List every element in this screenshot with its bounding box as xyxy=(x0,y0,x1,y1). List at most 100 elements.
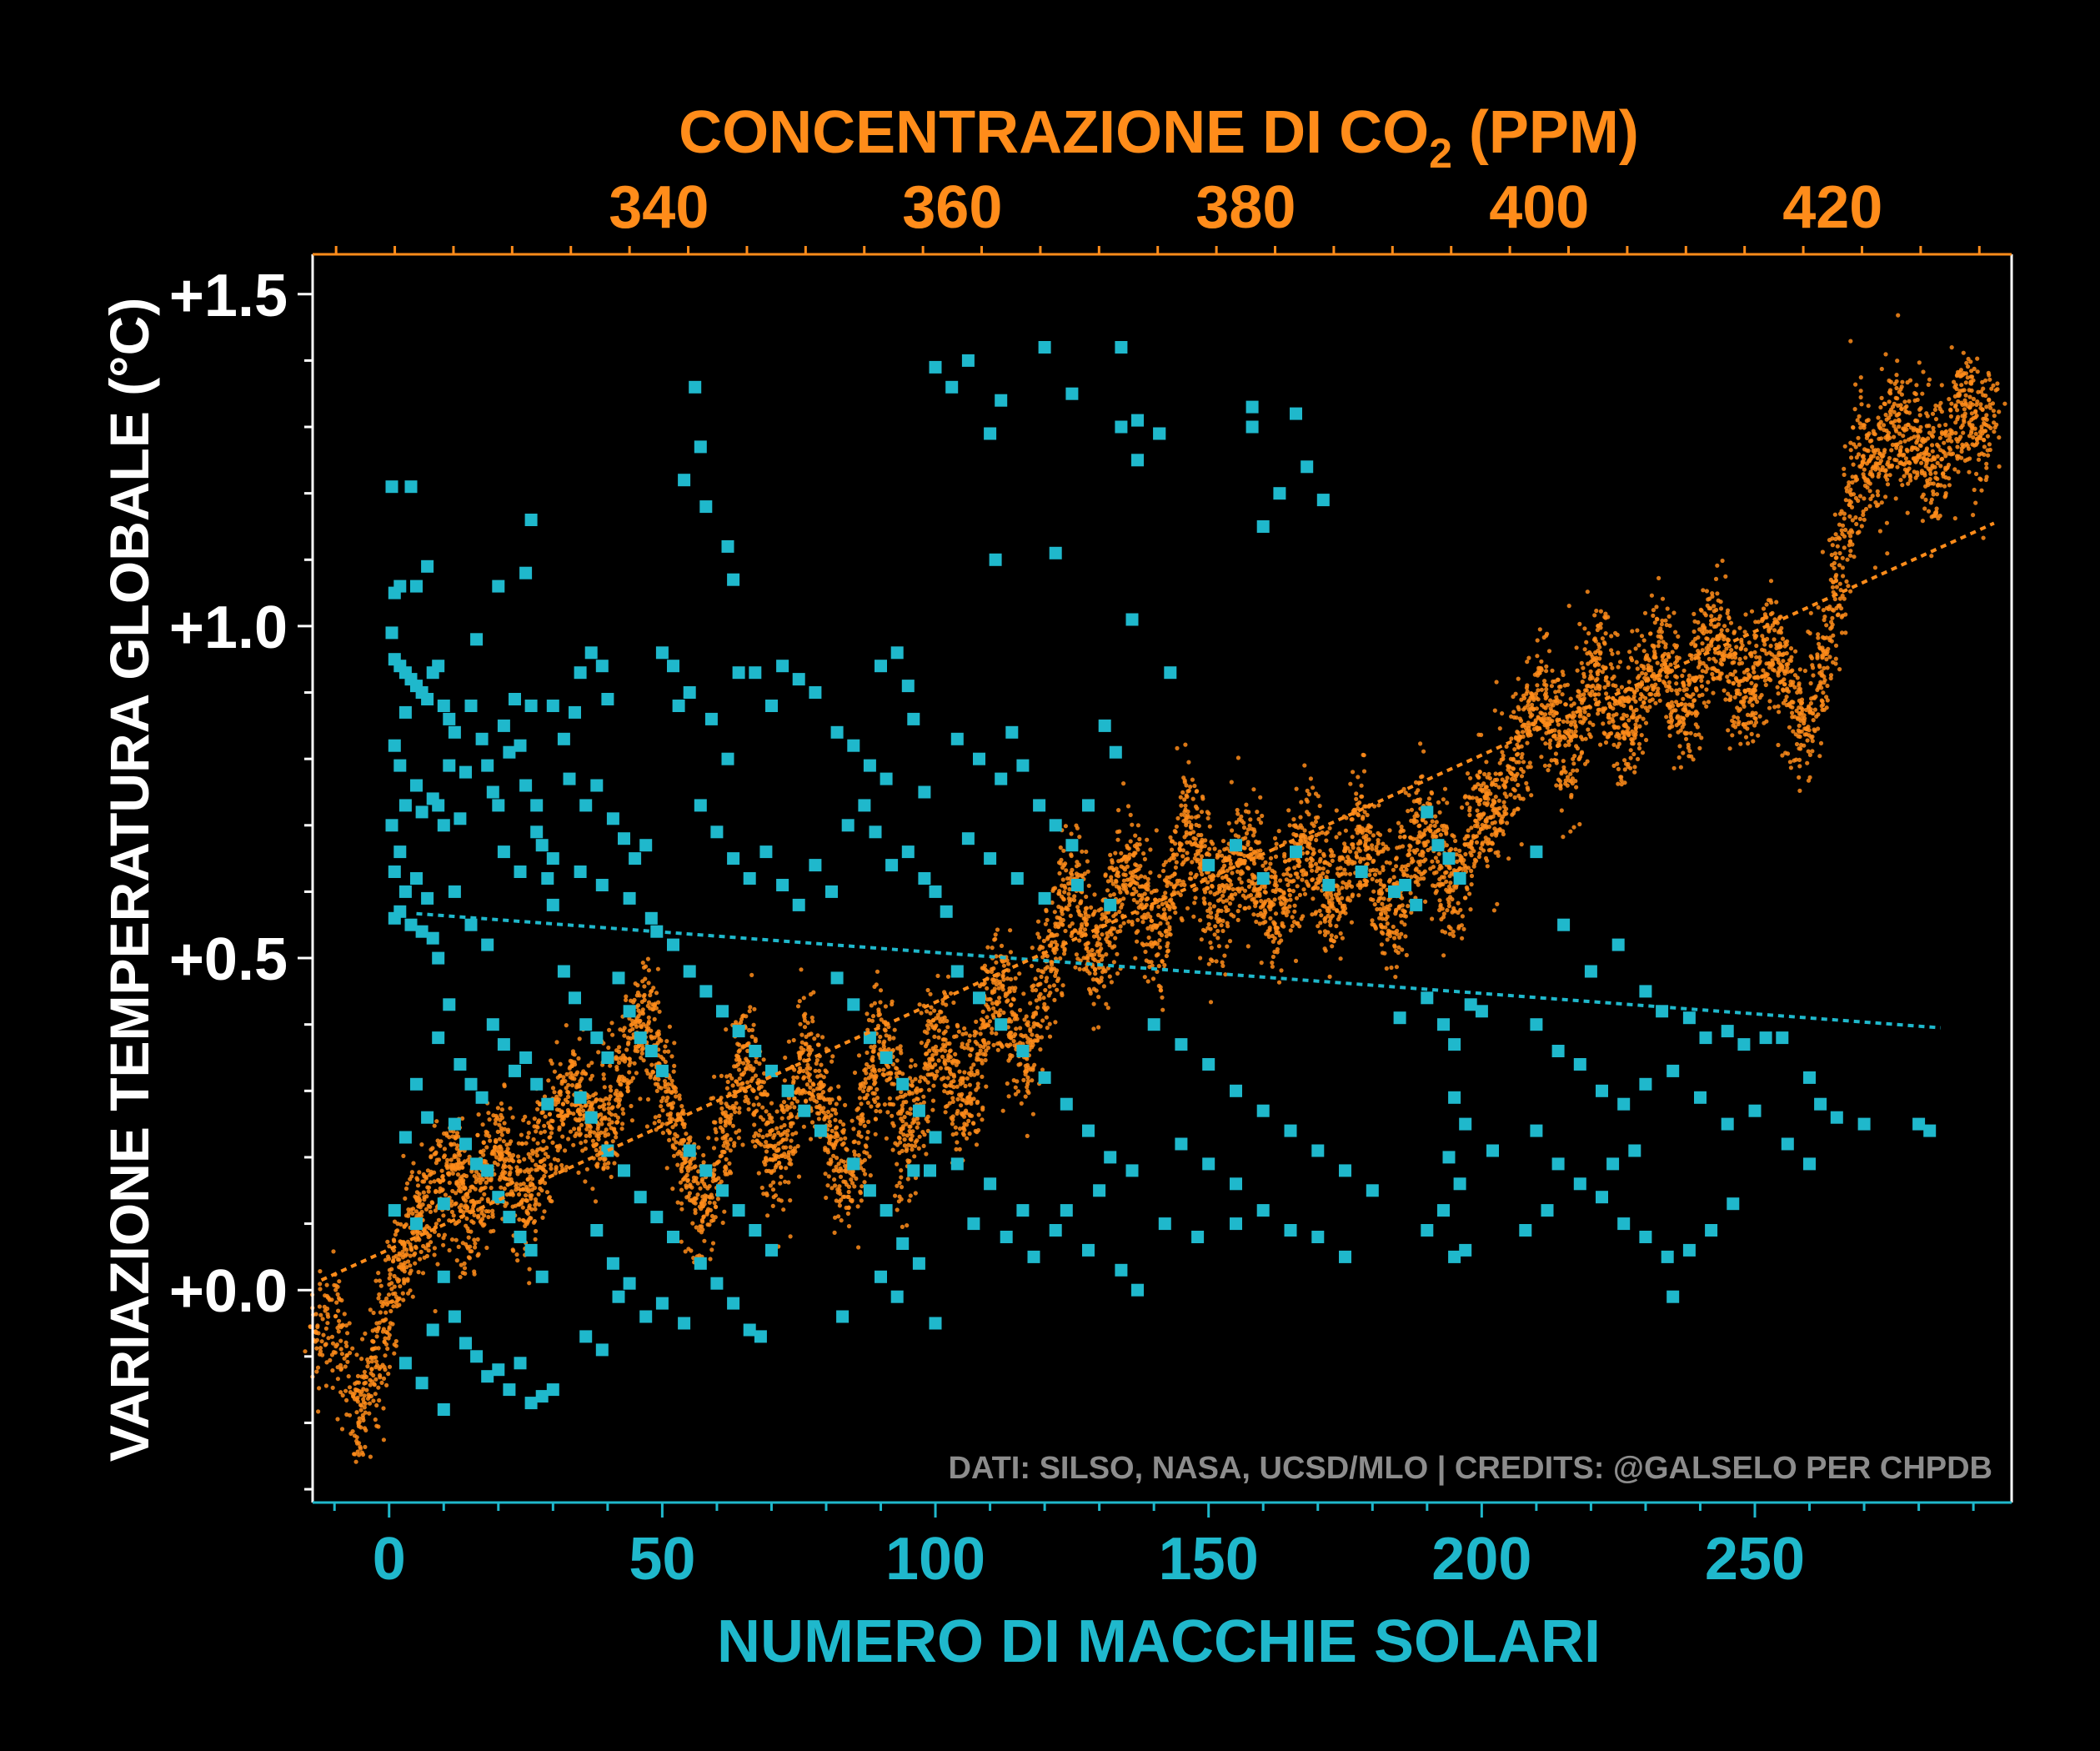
co2-point xyxy=(784,1166,789,1171)
co2-point xyxy=(545,1154,551,1159)
co2-point xyxy=(552,1156,558,1161)
co2-point xyxy=(925,1031,930,1036)
co2-point xyxy=(473,1245,478,1250)
co2-point xyxy=(646,1026,651,1031)
co2-point xyxy=(337,1279,342,1284)
co2-point xyxy=(769,1101,774,1106)
co2-point xyxy=(424,1194,429,1199)
co2-point xyxy=(858,1121,863,1126)
co2-point xyxy=(1052,886,1058,891)
co2-point xyxy=(494,1117,499,1122)
co2-point xyxy=(1313,911,1318,916)
co2-point xyxy=(839,1218,844,1223)
co2-point xyxy=(603,1115,608,1120)
co2-point xyxy=(664,1039,669,1044)
co2-point xyxy=(1337,831,1342,836)
co2-point xyxy=(571,1142,576,1147)
co2-point xyxy=(467,1188,473,1193)
co2-point xyxy=(569,1076,575,1081)
co2-point xyxy=(990,1001,995,1006)
co2-point xyxy=(377,1292,382,1297)
co2-point xyxy=(779,1165,784,1170)
co2-point xyxy=(343,1323,348,1328)
co2-point xyxy=(535,1125,540,1130)
co2-point xyxy=(1301,887,1306,892)
co2-point xyxy=(1011,1034,1016,1039)
co2-point xyxy=(940,1076,945,1081)
co2-point xyxy=(1188,871,1193,876)
co2-point xyxy=(1273,911,1279,916)
co2-point xyxy=(718,1116,723,1121)
co2-point xyxy=(925,1066,930,1071)
co2-point xyxy=(583,1139,589,1144)
co2-point xyxy=(930,1025,935,1030)
co2-point xyxy=(1041,996,1046,1001)
co2-point xyxy=(632,997,637,1002)
co2-point xyxy=(1059,921,1065,926)
co2-point xyxy=(1183,857,1189,862)
co2-point xyxy=(413,1209,418,1214)
co2-point xyxy=(1268,900,1274,905)
co2-point xyxy=(673,1122,679,1127)
co2-point xyxy=(1297,892,1302,897)
co2-point xyxy=(686,1194,691,1199)
co2-point xyxy=(1287,823,1292,828)
co2-point xyxy=(1101,984,1106,989)
co2-point xyxy=(376,1325,381,1330)
co2-point xyxy=(609,1088,614,1093)
co2-point xyxy=(1030,984,1035,989)
co2-point xyxy=(990,1026,995,1031)
co2-point xyxy=(1080,922,1085,927)
co2-point xyxy=(510,1204,515,1209)
co2-point xyxy=(313,1329,318,1335)
co2-point xyxy=(1028,1037,1033,1042)
co2-point xyxy=(839,1136,844,1141)
co2-point xyxy=(318,1269,323,1274)
co2-point xyxy=(827,1087,832,1092)
co2-point xyxy=(1261,915,1266,920)
co2-point xyxy=(605,1132,611,1137)
co2-point xyxy=(1291,878,1296,883)
co2-point xyxy=(784,1132,790,1137)
co2-point xyxy=(1276,829,1281,834)
co2-point xyxy=(1119,858,1124,863)
co2-point xyxy=(583,1179,588,1184)
co2-point xyxy=(1279,968,1284,973)
co2-point xyxy=(425,1232,430,1237)
co2-point xyxy=(1096,980,1102,985)
co2-point xyxy=(1180,918,1185,923)
co2-point xyxy=(1113,850,1118,855)
co2-point xyxy=(980,1117,985,1122)
co2-point xyxy=(605,1165,610,1170)
co2-point xyxy=(745,1080,750,1085)
co2-point xyxy=(1119,905,1124,910)
co2-point xyxy=(1039,1035,1045,1040)
co2-point xyxy=(1157,945,1162,950)
co2-point xyxy=(1147,942,1152,947)
co2-point xyxy=(730,1083,735,1088)
co2-point xyxy=(1067,886,1072,892)
co2-point xyxy=(460,1116,465,1121)
co2-point xyxy=(689,1157,694,1162)
co2-point xyxy=(910,1083,915,1088)
co2-point xyxy=(957,1069,962,1074)
co2-point xyxy=(836,1084,841,1089)
co2-point xyxy=(590,1138,596,1143)
co2-point xyxy=(859,1198,864,1203)
co2-point xyxy=(886,1046,891,1051)
co2-point xyxy=(666,1081,671,1086)
co2-point xyxy=(454,1180,459,1185)
co2-point xyxy=(1190,796,1195,801)
co2-point xyxy=(1145,876,1150,881)
co2-point xyxy=(1209,946,1214,951)
co2-point xyxy=(1025,1020,1030,1025)
co2-point xyxy=(841,1122,846,1127)
co2-point xyxy=(580,1108,586,1113)
co2-point xyxy=(694,1176,699,1181)
co2-point xyxy=(671,1153,677,1158)
co2-point xyxy=(1228,861,1233,866)
co2-point xyxy=(636,1003,641,1008)
co2-point xyxy=(780,1131,785,1136)
co2-point xyxy=(449,1237,455,1242)
co2-point xyxy=(614,1056,619,1061)
